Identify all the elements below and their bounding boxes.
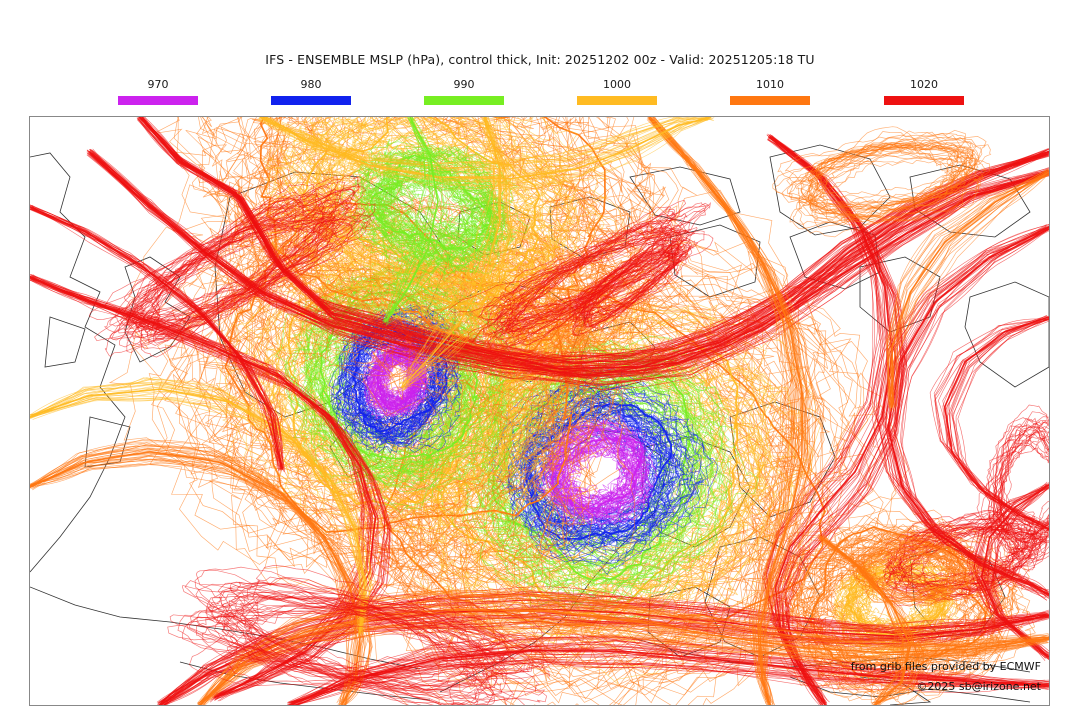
legend-swatch-1020 — [884, 96, 964, 105]
legend-swatch-1010 — [730, 96, 810, 105]
legend-swatch-980 — [271, 96, 351, 105]
page-title: IFS - ENSEMBLE MSLP (hPa), control thick… — [0, 52, 1080, 67]
legend-item-990: 990 — [424, 78, 504, 105]
legend-item-1000: 1000 — [577, 78, 657, 105]
legend-label-1000: 1000 — [577, 78, 657, 92]
legend-label-1020: 1020 — [884, 78, 964, 92]
data-source-credit: from grib files provided by ECMWF — [851, 660, 1041, 673]
legend-item-980: 980 — [271, 78, 351, 105]
copyright-credit: ©2025 sb@irizone.net — [916, 680, 1041, 693]
pressure-legend: 970 980 990 1000 1010 1020 — [0, 78, 1080, 110]
legend-label-1010: 1010 — [730, 78, 810, 92]
legend-item-970: 970 — [118, 78, 198, 105]
legend-swatch-990 — [424, 96, 504, 105]
legend-label-970: 970 — [118, 78, 198, 92]
map-plot-area: from grib files provided by ECMWF ©2025 … — [29, 116, 1050, 706]
spaghetti-contour-plot — [30, 117, 1049, 705]
legend-item-1020: 1020 — [884, 78, 964, 105]
legend-swatch-970 — [118, 96, 198, 105]
legend-item-1010: 1010 — [730, 78, 810, 105]
legend-label-990: 990 — [424, 78, 504, 92]
legend-swatch-1000 — [577, 96, 657, 105]
isobar-ensemble-layer — [30, 117, 1049, 705]
legend-label-980: 980 — [271, 78, 351, 92]
